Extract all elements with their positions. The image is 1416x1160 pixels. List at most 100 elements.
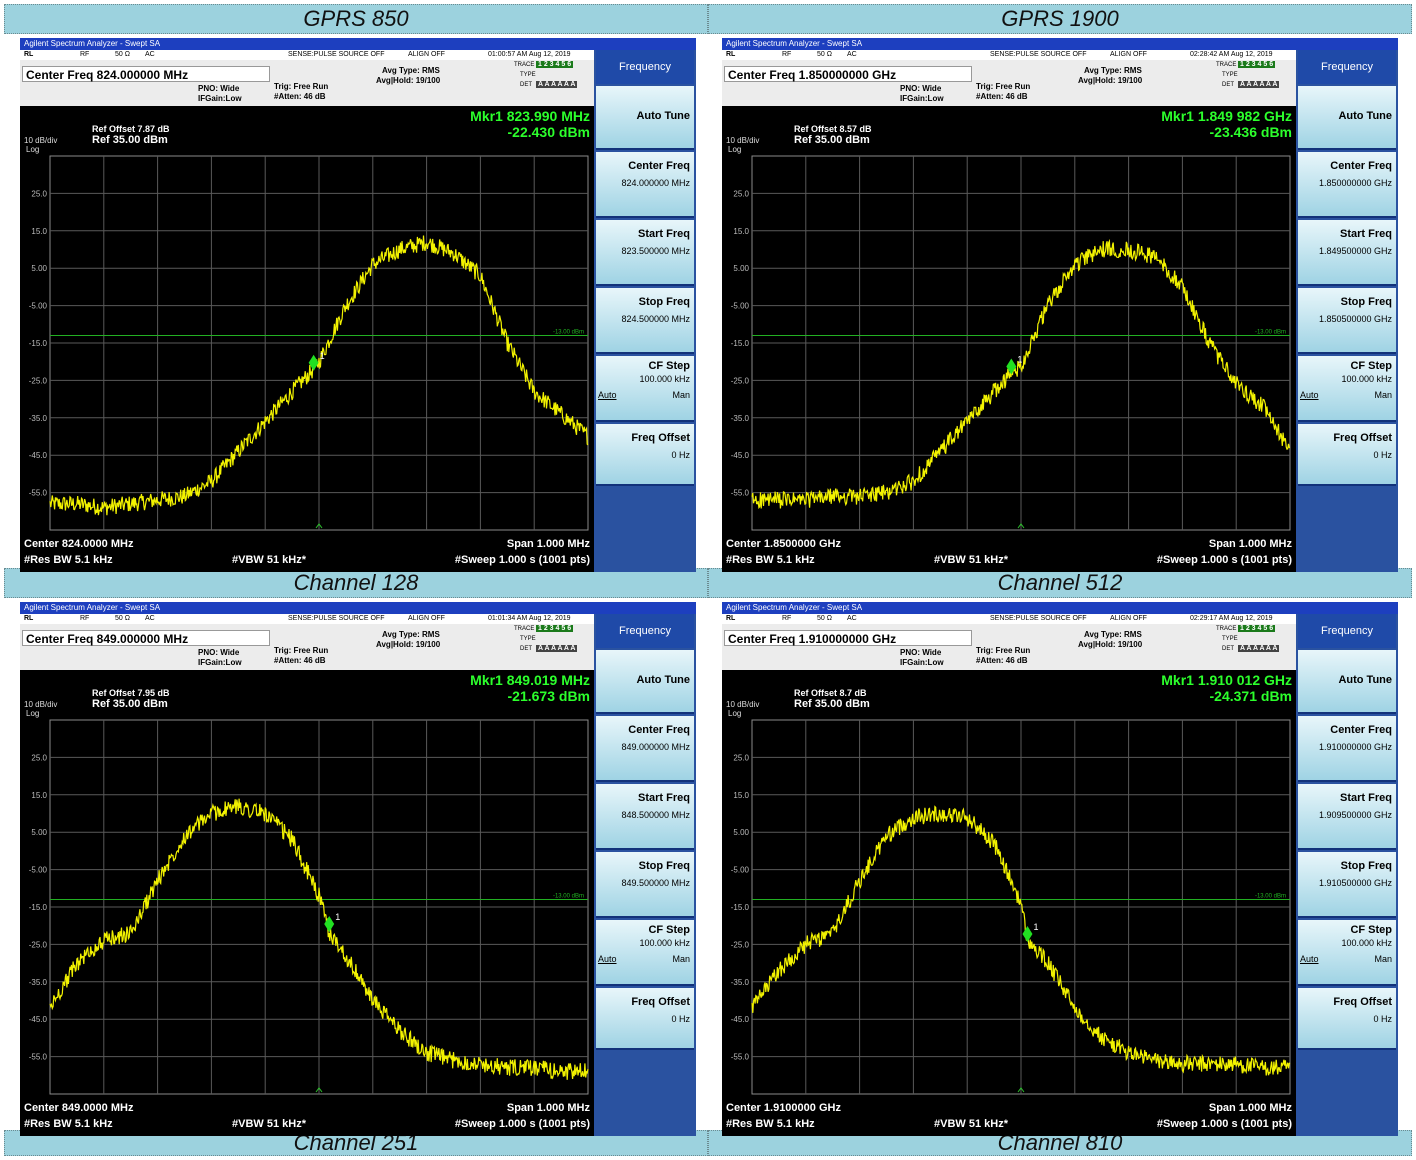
center-freq-softkey[interactable]: Center Freq 1.850000000 GHz [1298,152,1396,218]
marker-1-label: 1 [320,351,325,361]
cf-step-label: CF Step [648,924,690,936]
center-freq-value: 849.000000 MHz [621,742,690,752]
start-freq-value: 823.500000 MHz [621,246,690,256]
freq-offset-softkey[interactable]: Freq Offset 0 Hz [596,988,694,1050]
display-area: Ref Offset 8.7 dB Ref 35.00 dBm 10 dB/di… [722,670,1296,1134]
cf-step-softkey[interactable]: CF Step 100.000 kHz Auto Man [1298,920,1396,986]
stop-freq-value: 1.910500000 GHz [1318,878,1392,888]
spectrum-trace [751,238,1291,510]
center-freq-box[interactable]: Center Freq 824.000000 MHz [22,66,270,82]
softkey-panel: Frequency Auto Tune Center Freq 824.00000… [594,50,696,572]
y-tick-label: 25.0 [31,189,47,198]
cf-step-softkey[interactable]: CF Step 100.000 kHz Auto Man [596,920,694,986]
y-tick-label: 5.00 [31,828,47,837]
man-option[interactable]: Man [1374,954,1392,964]
start-freq-softkey[interactable]: Start Freq 1.849500000 GHz [1298,220,1396,286]
align-label: ALIGN OFF [1110,51,1147,58]
freq-offset-softkey[interactable]: Freq Offset 0 Hz [1298,424,1396,486]
auto-tune-softkey[interactable]: Auto Tune [1298,86,1396,150]
marker-1-diamond [308,354,319,371]
trace-numbers: 1 2 3 4 5 6 [536,625,574,632]
y-tick-label: -35.0 [29,414,48,423]
cf-step-value: 100.000 kHz [639,938,690,948]
auto-tune-label: Auto Tune [1338,674,1392,686]
top-info: Center Freq 849.000000 MHz PNO: Wide IFG… [20,624,594,670]
center-freq-softkey[interactable]: Center Freq 1.910000000 GHz [1298,716,1396,782]
marker-frequency: Mkr1 1.849 982 GHz [1161,108,1292,124]
rl-label[interactable]: RL [24,51,34,58]
man-option[interactable]: Man [1374,390,1392,400]
db-per-div: 10 dB/div [24,136,58,145]
timestamp: 01:01:34 AM Aug 12, 2019 [488,615,571,622]
y-tick-label: -55.0 [29,1053,48,1062]
trace-numbers: 1 2 3 4 5 6 [1238,625,1276,632]
rl-label[interactable]: RL [726,615,736,622]
marker-1-label: 1 [1033,922,1038,932]
y-tick-label: 5.00 [733,264,749,273]
center-caret [1017,523,1025,529]
auto-tune-softkey[interactable]: Auto Tune [1298,650,1396,714]
auto-tune-label: Auto Tune [636,674,690,686]
ref-offset: Ref Offset 8.7 dB [794,688,867,698]
start-freq-softkey[interactable]: Start Freq 1.909500000 GHz [1298,784,1396,850]
center-freq-box[interactable]: Center Freq 1.910000000 GHz [724,630,972,646]
freq-offset-softkey[interactable]: Freq Offset 0 Hz [596,424,694,486]
softkey-menu-title: Frequency [596,614,694,648]
auto-tune-softkey[interactable]: Auto Tune [596,86,694,150]
ifgain-label: IFGain:Low [198,94,242,103]
top-info: Center Freq 1.850000000 GHz PNO: Wide IF… [722,60,1296,106]
atten-label: #Atten: 46 dB [274,656,326,665]
y-tick-label: -5.00 [29,302,48,311]
start-freq-label: Start Freq [638,228,690,240]
stop-freq-softkey[interactable]: Stop Freq 1.910500000 GHz [1298,852,1396,918]
marker-1-label: 1 [335,912,340,922]
cf-step-softkey[interactable]: CF Step 100.000 kHz Auto Man [596,356,694,422]
auto-option[interactable]: Auto [598,390,617,400]
app-title: Agilent Spectrum Analyzer - Swept SA [722,38,1398,50]
auto-option[interactable]: Auto [1300,954,1319,964]
start-freq-softkey[interactable]: Start Freq 848.500000 MHz [596,784,694,850]
rl-label[interactable]: RL [24,615,34,622]
ohm-label: 50 Ω [115,51,130,58]
stop-freq-softkey[interactable]: Stop Freq 824.500000 MHz [596,288,694,354]
trig-label: Trig: Free Run [274,82,329,91]
det-values: A A A A A A [1238,81,1280,88]
center-freq-box[interactable]: Center Freq 849.000000 MHz [22,630,270,646]
cf-step-softkey[interactable]: CF Step 100.000 kHz Auto Man [1298,356,1396,422]
auto-option[interactable]: Auto [598,954,617,964]
trig-label: Trig: Free Run [976,646,1031,655]
man-option[interactable]: Man [672,954,690,964]
sweep: #Sweep 1.000 s (1001 pts) [1156,554,1292,566]
det-label: DET [520,646,532,652]
softkey-panel: Frequency Auto Tune Center Freq 849.00000… [594,614,696,1136]
app-title: Agilent Spectrum Analyzer - Swept SA [20,602,696,614]
y-tick-label: 25.0 [733,753,749,762]
auto-tune-softkey[interactable]: Auto Tune [596,650,694,714]
y-tick-label: -5.00 [731,866,750,875]
y-tick-label: 15.0 [31,227,47,236]
freq-offset-softkey[interactable]: Freq Offset 0 Hz [1298,988,1396,1050]
avg-type-label: Avg Type: RMS [1084,630,1142,639]
man-option[interactable]: Man [672,390,690,400]
sense-label: SENSE:PULSE SOURCE OFF [288,51,385,58]
center-freq-softkey[interactable]: Center Freq 849.000000 MHz [596,716,694,782]
ifgain-label: IFGain:Low [900,658,944,667]
avg-hold-label: Avg|Hold: 19/100 [376,640,441,649]
center-freq-box[interactable]: Center Freq 1.850000000 GHz [724,66,972,82]
marker-level: -21.673 dBm [507,688,590,704]
center-freq-softkey[interactable]: Center Freq 824.000000 MHz [596,152,694,218]
det-label: DET [1222,82,1234,88]
stop-freq-softkey[interactable]: Stop Freq 1.850500000 GHz [1298,288,1396,354]
center-caret [315,523,323,529]
softkey-panel: Frequency Auto Tune Center Freq 1.8500000… [1296,50,1398,572]
rl-label[interactable]: RL [726,51,736,58]
y-tick-label: -25.0 [29,376,48,385]
softkey-menu-title: Frequency [596,50,694,84]
ac-label: AC [847,51,857,58]
y-tick-label: -15.0 [731,339,750,348]
auto-option[interactable]: Auto [1300,390,1319,400]
stop-freq-softkey[interactable]: Stop Freq 849.500000 MHz [596,852,694,918]
atten-label: #Atten: 46 dB [274,92,326,101]
start-freq-softkey[interactable]: Start Freq 823.500000 MHz [596,220,694,286]
center-caret [1017,1087,1025,1093]
